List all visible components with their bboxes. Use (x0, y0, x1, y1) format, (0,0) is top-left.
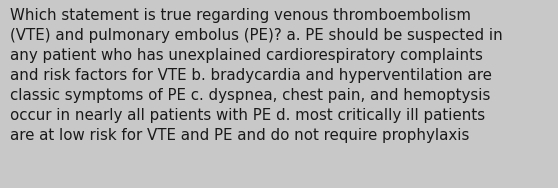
Text: Which statement is true regarding venous thromboembolism
(VTE) and pulmonary emb: Which statement is true regarding venous… (10, 8, 503, 143)
